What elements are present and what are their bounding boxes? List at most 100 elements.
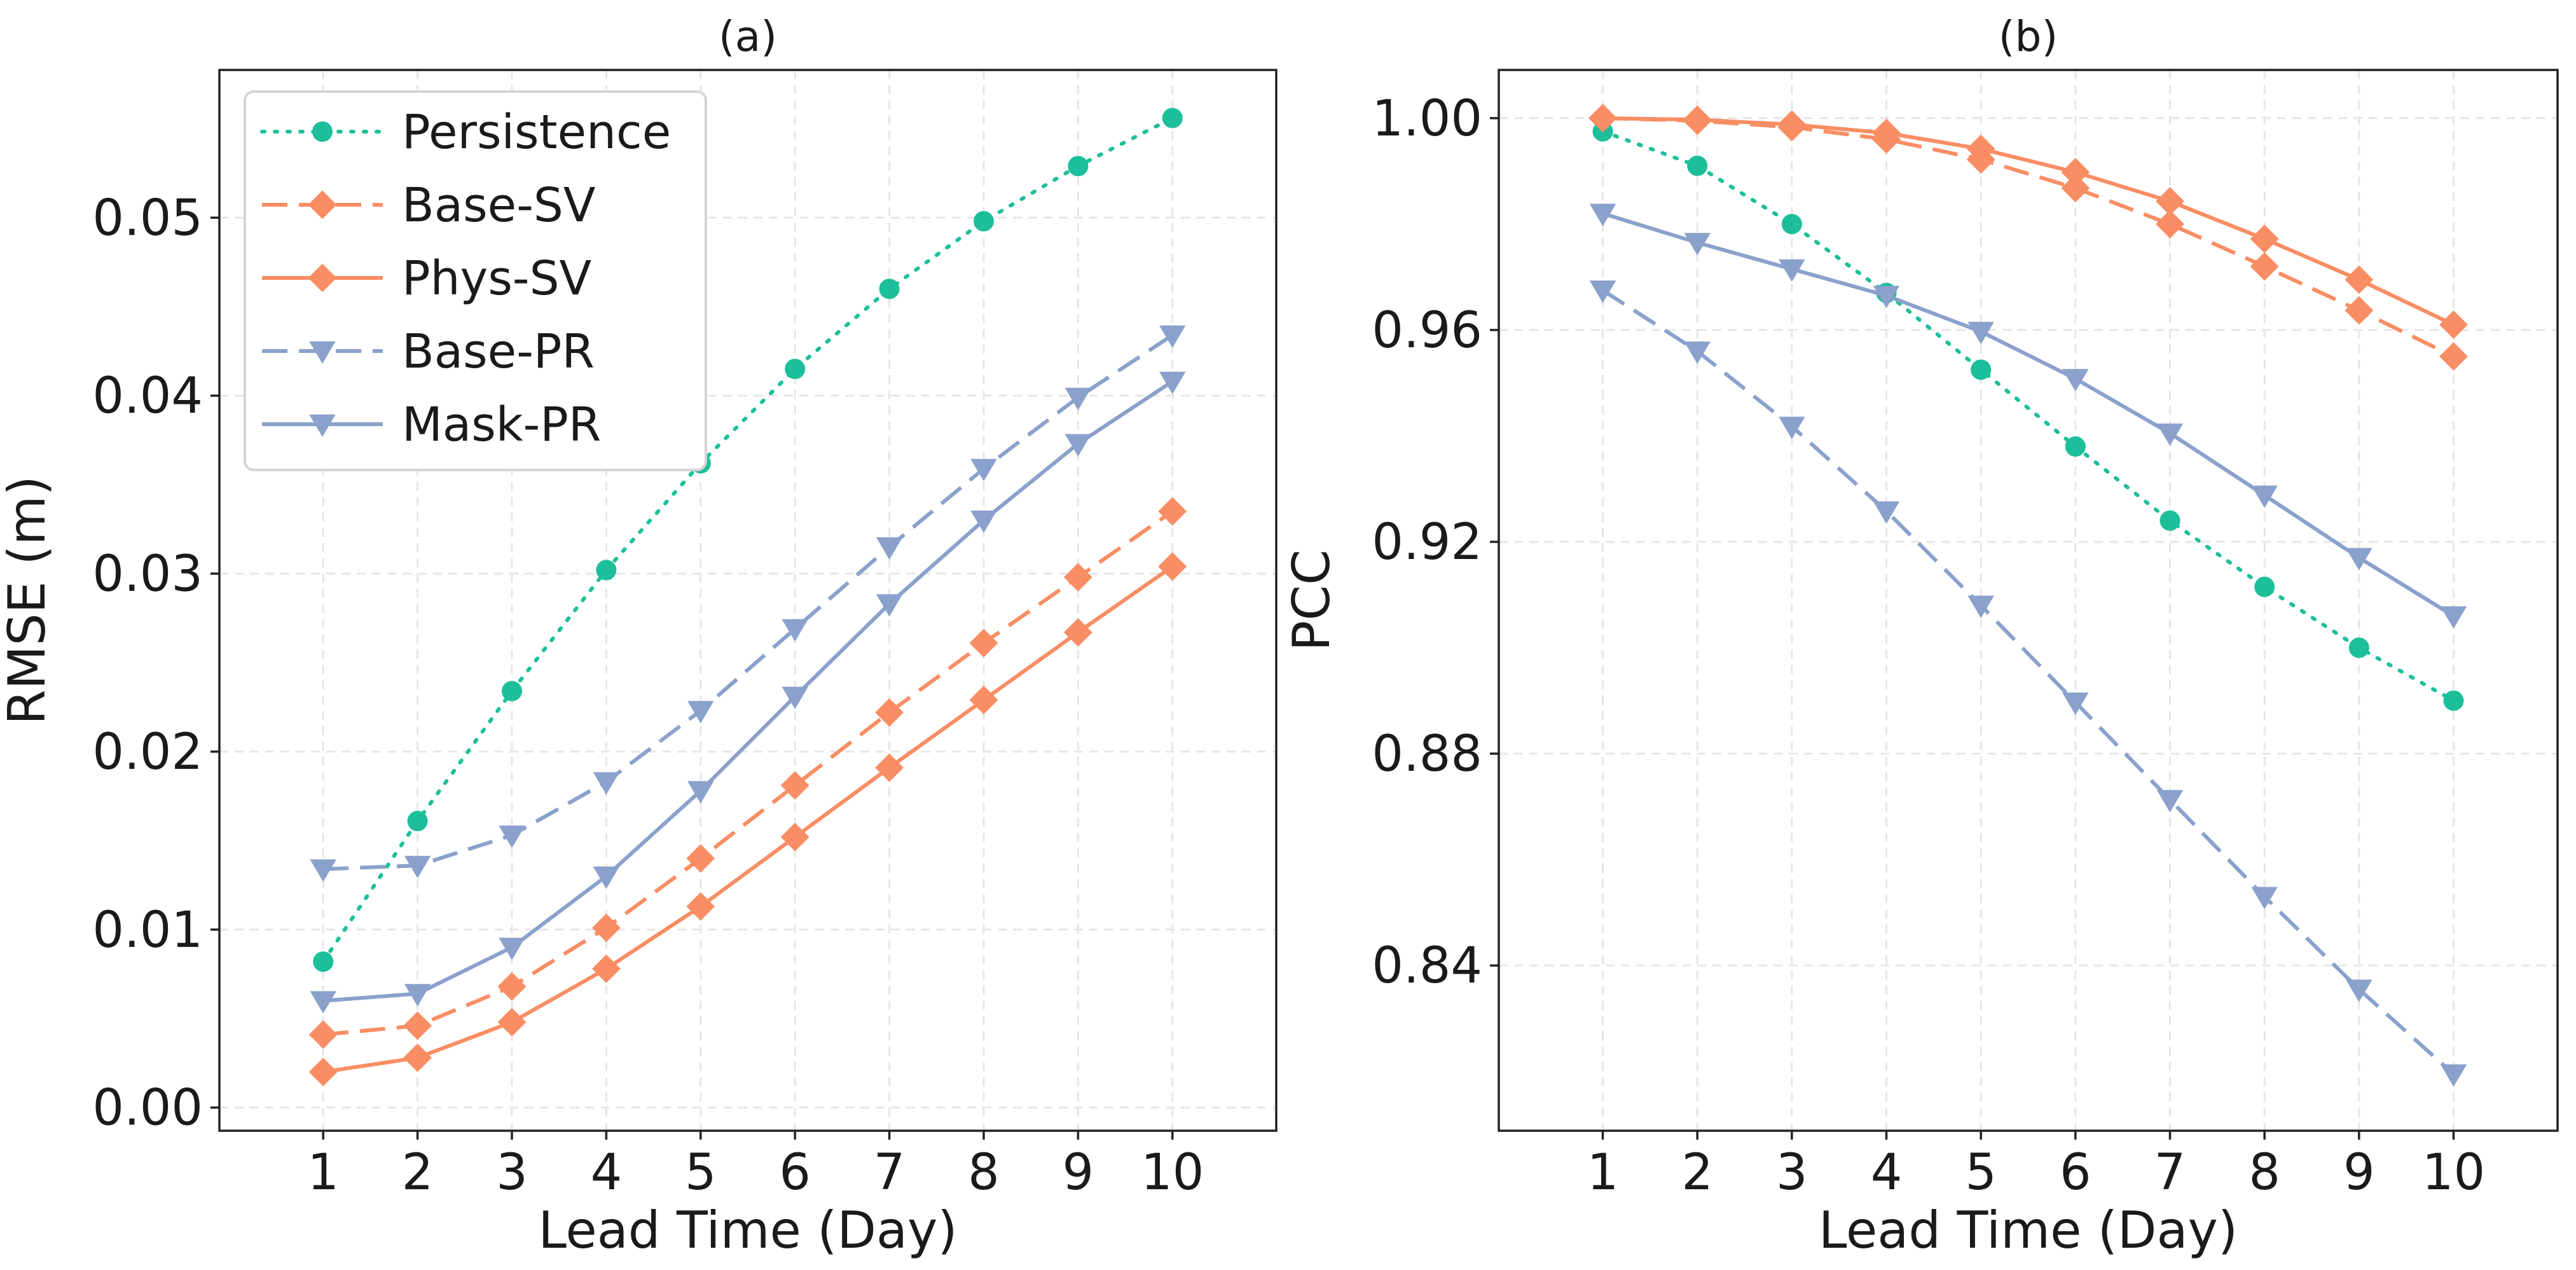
panel-b-persistence-point-5 (2065, 436, 2086, 457)
panel-b-x-tick-label-1: 2 (1681, 1144, 1713, 1201)
panel-a-phys-sv-point-7 (969, 686, 998, 715)
panel-b-y-tick-label-0: 0.84 (1372, 937, 1482, 995)
panel-a-base-sv-point-5 (780, 771, 809, 800)
panel-b-base-sv-point-7 (2250, 252, 2279, 281)
legend-mask-pr-label: Mask-PR (402, 397, 601, 452)
legend-base-pr-label: Base-PR (402, 324, 595, 379)
panel-b-base-sv-point-5 (2061, 174, 2090, 203)
panel-a-persistence-point-0 (313, 951, 334, 972)
panel-b-x-tick-label-8: 9 (2343, 1144, 2375, 1201)
panel-a-mask-pr-point-5 (782, 686, 808, 710)
panel-b-x-tick-label-7: 8 (2249, 1144, 2280, 1201)
panel-b-phys-sv-point-2 (1777, 110, 1807, 139)
legend-box (244, 90, 707, 471)
panel-b-phys-sv-point-1 (1683, 105, 1712, 134)
panel-a-base-pr-point-2 (499, 825, 525, 848)
panel-b-mask-pr-point-0 (1589, 204, 1616, 226)
panel-a-base-sv-line (322, 509, 1174, 1037)
panel-b-mask-pr-point-2 (1779, 259, 1805, 282)
panel-a-base-sv-point-4 (686, 844, 715, 873)
panel-b-x-tick-label-4: 5 (1965, 1144, 1997, 1201)
panel-b-phys-sv-point-7 (2250, 224, 2279, 254)
panel-a-persistence-line (321, 116, 1174, 964)
panel-b-phys-sv-point-8 (2345, 265, 2374, 294)
panel-b-phys-sv-point-3 (1872, 118, 1901, 148)
legend-base-pr-point-legend (309, 341, 336, 364)
panel-a-mask-pr-point-2 (499, 937, 525, 960)
panel-a-phys-sv-point-2 (497, 1007, 527, 1037)
panel-a-phys-sv-point-3 (591, 954, 621, 983)
panel-b-base-pr-point-4 (1967, 595, 1994, 618)
panel-b-phys-sv-point-4 (1966, 134, 1995, 163)
legend-base-sv-point-legend (308, 190, 337, 219)
panel-b-persistence-point-9 (2443, 690, 2464, 711)
panel-b-x-tick-label-5: 6 (2060, 1144, 2091, 1201)
legend-base-sv-label: Base-SV (402, 178, 596, 233)
panel-b-base-pr-point-2 (1779, 417, 1805, 439)
panel-b-base-pr-point-7 (2251, 887, 2278, 909)
panel-a-x-tick-label-2: 3 (496, 1144, 528, 1201)
panel-b-mask-pr-point-5 (2062, 369, 2089, 392)
panel-b-x-tick-label-0: 1 (1587, 1144, 1619, 1201)
panel-b-mask-pr-point-8 (2346, 548, 2373, 570)
panel-a-mask-pr-point-1 (404, 984, 431, 1007)
panel-a-base-sv-point-9 (1158, 497, 1187, 526)
panel-a-phys-sv-point-1 (403, 1043, 432, 1072)
panel-b-base-sv-point-8 (2345, 296, 2374, 325)
panel-a-base-pr-line (323, 333, 1174, 871)
panel-a-x-tick-label-1: 2 (402, 1144, 434, 1201)
panel-a-mask-pr-point-9 (1159, 371, 1186, 394)
panel-a-x-tick-label-4: 5 (685, 1144, 717, 1201)
panel-b-persistence-point-4 (1971, 359, 1992, 380)
legend: Persistence Base-SV Phys-SV Base-PR Mask-PR (244, 90, 707, 471)
panel-b: 1 2 3 4 5 6 7 8 9 10 0.84 0.88 0.92 0.96 1.00 (b) Lead T… (1282, 12, 2559, 1260)
panel-a-base-pr-point-9 (1159, 325, 1186, 349)
panel-a-persistence-point-5 (785, 359, 806, 380)
panel-a-y-tick-label-3: 0.03 (92, 546, 203, 603)
panel-b-y-tick-label-1: 0.88 (1372, 726, 1482, 783)
panel-a-base-pr-point-0 (310, 859, 336, 882)
panel-b-base-sv-line (1602, 116, 2455, 359)
panel-a-x-tick-label-0: 1 (307, 1144, 339, 1201)
panel-b-base-pr-point-1 (1684, 341, 1711, 364)
panel-a-persistence-point-2 (502, 680, 523, 701)
panel-b-phys-sv-point-0 (1588, 104, 1617, 133)
panel-a-x-tick-label-6: 7 (874, 1144, 906, 1201)
panel-a-base-pr-point-5 (782, 619, 808, 642)
panel-a-mask-pr-point-3 (593, 866, 620, 889)
panel-b-base-pr-point-9 (2440, 1064, 2467, 1087)
panel-b-mask-pr-point-4 (1967, 322, 1994, 345)
panel-a-phys-sv-point-5 (780, 822, 809, 852)
panel-a-x-tick-label-8: 9 (1063, 1144, 1094, 1201)
panel-b-phys-sv-line (1602, 116, 2455, 327)
panel-a-x-tick-label-9: 10 (1141, 1144, 1204, 1201)
panel-b-phys-sv-point-9 (2439, 310, 2468, 339)
panel-a-base-pr-point-1 (404, 855, 431, 879)
panel-a-base-sv-point-6 (875, 698, 904, 727)
panel-a-y-axis-label: RMSE (m) (0, 476, 57, 725)
panel-b-y-axis-label: PCC (1282, 549, 1341, 651)
panel-a-x-axis-label: Lead Time (Day) (538, 1201, 957, 1260)
panel-a-mask-pr-point-7 (970, 510, 997, 534)
panel-b-persistence-point-8 (2348, 637, 2369, 658)
panel-a-mask-pr-line (323, 380, 1174, 1003)
panel-b-persistence-point-2 (1781, 214, 1802, 235)
panel-a-base-sv-point-2 (497, 972, 527, 1001)
panel-b-base-pr-point-0 (1589, 280, 1616, 303)
panel-a-base-pr-point-8 (1064, 387, 1092, 410)
panel-a-phys-sv-point-4 (686, 892, 715, 921)
panel-b-phys-sv-point-6 (2156, 187, 2184, 216)
panel-b-y-tick-label-3: 0.96 (1372, 302, 1482, 359)
panel-a-title: (a) (719, 12, 777, 61)
panel-a-persistence-point-9 (1162, 107, 1183, 128)
panel-a-base-sv-point-1 (403, 1011, 432, 1040)
panel-a-base-pr-point-7 (970, 459, 997, 481)
panel-a-base-sv-point-3 (591, 913, 621, 942)
panel-b-mask-pr-point-7 (2251, 485, 2278, 508)
legend-persistence-point-legend (312, 121, 333, 142)
panel-b-y-tick-label-4: 1.00 (1372, 90, 1482, 148)
panel-b-mask-pr-point-9 (2440, 606, 2467, 629)
panel-a-base-sv-point-7 (969, 628, 998, 658)
panel-b-base-pr-point-8 (2346, 979, 2373, 1002)
